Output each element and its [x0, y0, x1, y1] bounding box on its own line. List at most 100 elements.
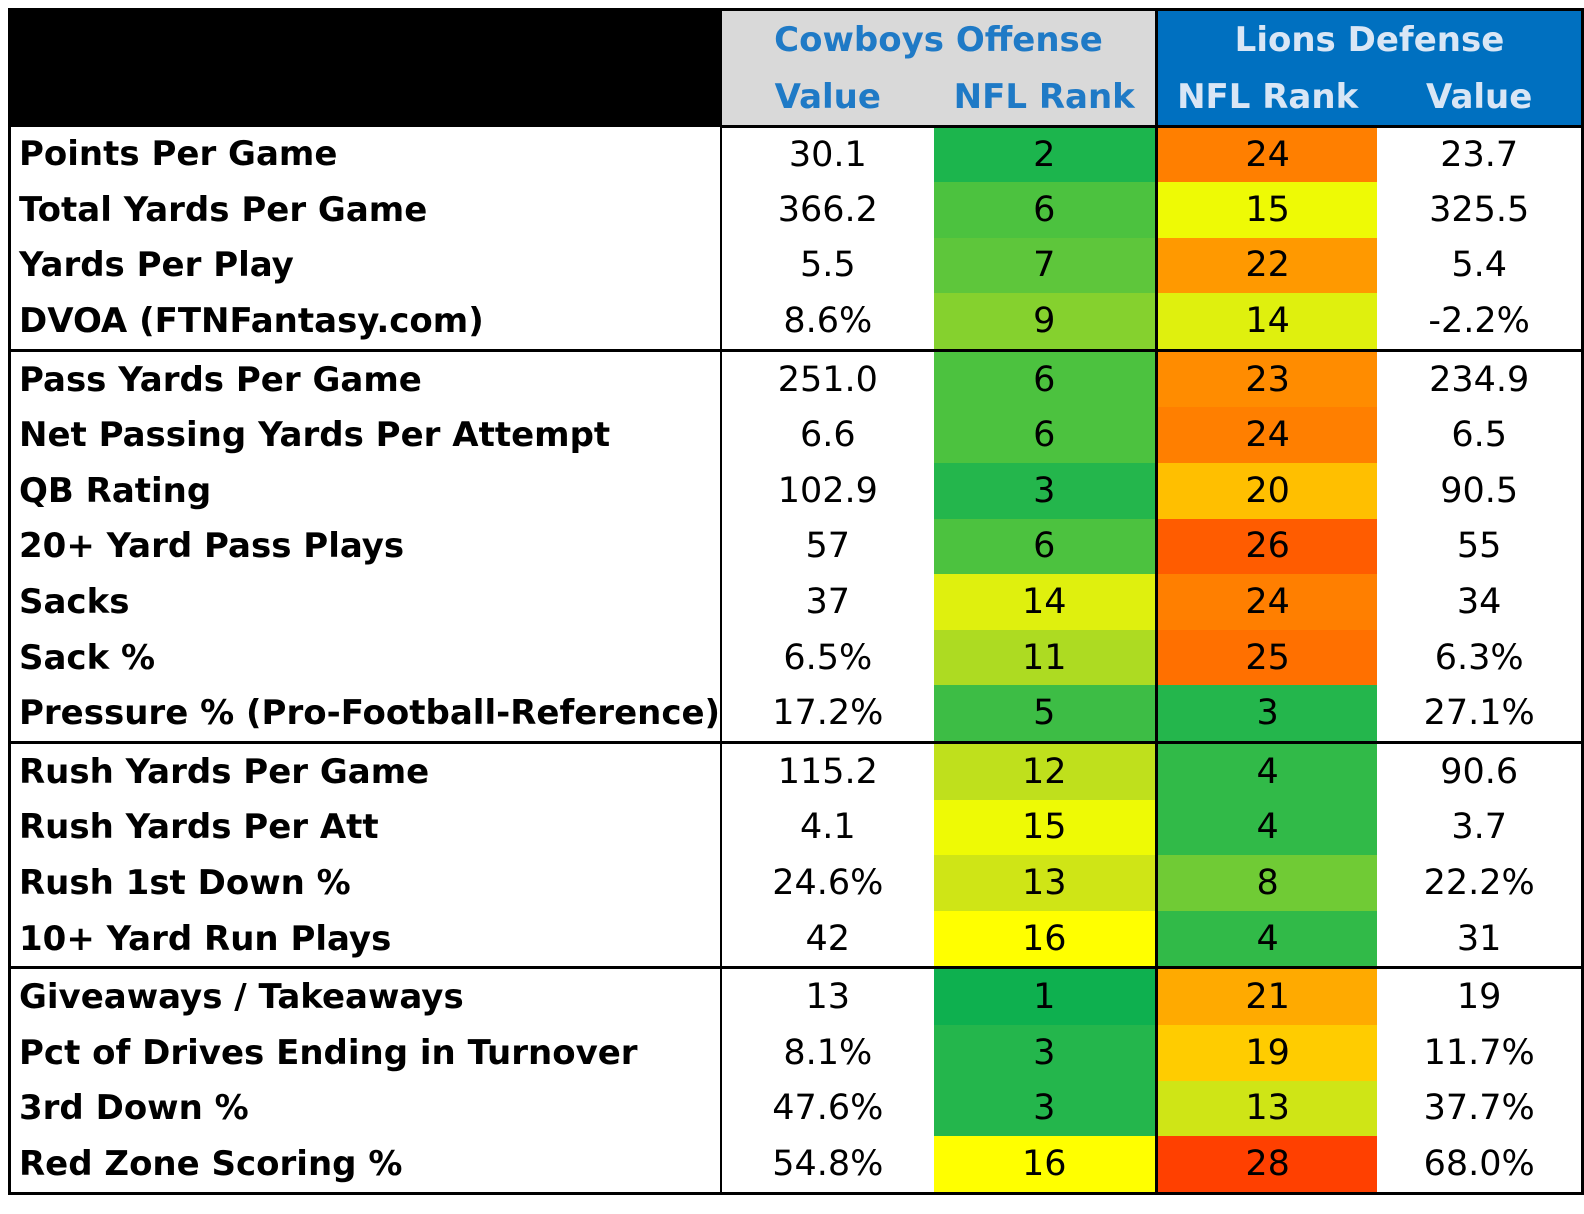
offense-value-cell: 251.0 — [721, 348, 934, 408]
defense-value-cell: 68.0% — [1423, 1143, 1535, 1184]
offense-value-header: Value — [721, 68, 934, 128]
table-row: 20+ Yard Pass Plays 57 6 26 55 — [9, 518, 1583, 575]
offense-rank-cell: 3 — [933, 463, 1157, 519]
offense-group-header: Cowboys Offense — [721, 9, 1157, 68]
defense-value-cell: 325.5 — [1429, 189, 1530, 230]
defense-rank-cell: 4 — [1154, 910, 1378, 968]
offense-rank-cell: 3 — [933, 1080, 1157, 1137]
table-row: 10+ Yard Run Plays 42 16 4 31 — [9, 910, 1583, 968]
table-row: Red Zone Scoring % 54.8% 16 28 68.0% — [9, 1136, 1583, 1194]
metric-label: Yards Per Play — [9, 237, 723, 294]
offense-rank-cell: 15 — [933, 799, 1157, 856]
defense-value-cell: 55 — [1456, 526, 1502, 567]
metric-label: Rush Yards Per Att — [9, 799, 723, 856]
metric-label: 3rd Down % — [9, 1080, 723, 1137]
defense-rank-cell: 14 — [1154, 293, 1378, 351]
table-row: Pressure % (Pro-Football-Reference) 17.2%… — [9, 685, 1583, 743]
defense-rank-cell: 8 — [1154, 855, 1378, 911]
defense-value-header: Value — [1377, 68, 1583, 128]
offense-value-cell: 47.6% — [772, 1088, 884, 1129]
offense-value-cell: 13 — [721, 966, 934, 1025]
offense-rank-cell: 2 — [933, 126, 1157, 183]
offense-rank-cell: 13 — [933, 855, 1157, 911]
table-row: Sack % 6.5% 11 25 6.3% — [9, 629, 1583, 686]
defense-value-cell: 5.4 — [1451, 245, 1507, 286]
offense-value-cell: 30.1 — [788, 135, 867, 176]
table-row: Sacks 37 14 24 34 — [9, 574, 1583, 630]
offense-value-cell: 8.1% — [783, 1032, 873, 1073]
offense-rank-cell: 1 — [933, 966, 1157, 1025]
defense-rank-cell: 15 — [1154, 182, 1378, 238]
metric-label: Red Zone Scoring % — [9, 1136, 723, 1194]
offense-value-cell: 17.2% — [772, 693, 884, 734]
defense-value-cell: 27.1% — [1423, 693, 1535, 734]
offense-value-cell: 6.6 — [799, 415, 856, 456]
defense-value-cell: 31 — [1456, 918, 1502, 959]
offense-value-cell: 54.8% — [772, 1143, 884, 1184]
table-row: Rush Yards Per Att 4.1 15 4 3.7 — [9, 799, 1583, 856]
defense-rank-cell: 4 — [1154, 741, 1378, 800]
metric-label: Net Passing Yards Per Attempt — [9, 407, 723, 464]
table-row: Rush 1st Down % 24.6% 13 8 22.2% — [9, 855, 1583, 911]
metric-label: Pct of Drives Ending in Turnover — [9, 1025, 723, 1081]
offense-rank-cell: 16 — [933, 910, 1157, 968]
defense-rank-cell: 28 — [1154, 1136, 1378, 1194]
defense-value-cell: 90.6 — [1377, 741, 1583, 800]
table-row: Pass Yards Per Game 251.0 6 23 234.9 — [9, 348, 1583, 408]
defense-value-cell: 37.7% — [1423, 1088, 1535, 1129]
metric-label: Rush 1st Down % — [9, 855, 723, 911]
metric-label: 10+ Yard Run Plays — [9, 910, 723, 968]
defense-group-header: Lions Defense — [1154, 9, 1583, 68]
table-row: DVOA (FTNFantasy.com) 8.6% 9 14 -2.2% — [9, 293, 1583, 351]
defense-value-cell: 34 — [1456, 582, 1502, 623]
offense-rank-cell: 6 — [933, 348, 1157, 408]
defense-value-cell: 3.7 — [1451, 807, 1507, 848]
matchup-stats-table: Cowboys Offense Lions Defense Value NFL … — [8, 8, 1584, 1195]
table-row: Giveaways / Takeaways 13 1 21 19 — [9, 966, 1583, 1025]
table-row: 3rd Down % 47.6% 3 13 37.7% — [9, 1080, 1583, 1137]
offense-rank-cell: 6 — [933, 518, 1157, 575]
offense-value-cell: 115.2 — [721, 741, 934, 800]
offense-rank-cell: 6 — [933, 182, 1157, 238]
defense-rank-cell: 24 — [1154, 126, 1378, 183]
table-body: Points Per Game 30.1 2 24 23.7 Total Yards Pe… — [9, 126, 1583, 1194]
defense-value-cell: 23.7 — [1440, 135, 1519, 176]
defense-rank-cell: 4 — [1154, 799, 1378, 856]
defense-rank-cell: 19 — [1154, 1025, 1378, 1081]
offense-rank-cell: 7 — [933, 237, 1157, 294]
defense-value-cell: 6.5 — [1451, 415, 1507, 456]
defense-rank-cell: 20 — [1154, 463, 1378, 519]
offense-rank-cell: 11 — [933, 629, 1157, 686]
offense-value-cell: 5.5 — [799, 245, 856, 286]
defense-value-cell: 234.9 — [1377, 348, 1583, 408]
offense-value-cell: 6.5% — [783, 637, 873, 678]
header-blank-cell — [9, 9, 723, 127]
table-row: QB Rating 102.9 3 20 90.5 — [9, 463, 1583, 519]
table-row: Pct of Drives Ending in Turnover 8.1% 3 19 1… — [9, 1025, 1583, 1081]
offense-rank-cell: 5 — [933, 685, 1157, 743]
offense-rank-cell: 16 — [933, 1136, 1157, 1194]
offense-rank-cell: 14 — [933, 574, 1157, 630]
defense-rank-cell: 25 — [1154, 629, 1378, 686]
defense-rank-cell: 23 — [1154, 348, 1378, 408]
offense-rank-cell: 9 — [933, 293, 1157, 351]
defense-value-cell: 11.7% — [1423, 1032, 1535, 1073]
defense-rank-header: NFL Rank — [1154, 68, 1378, 128]
defense-rank-cell: 24 — [1154, 407, 1378, 464]
table-row: Yards Per Play 5.5 7 22 5.4 — [9, 237, 1583, 294]
metric-label: DVOA (FTNFantasy.com) — [9, 293, 723, 351]
defense-rank-cell: 21 — [1154, 966, 1378, 1025]
offense-value-cell: 8.6% — [783, 301, 873, 342]
metric-label: Pass Yards Per Game — [9, 348, 723, 408]
table-row: Points Per Game 30.1 2 24 23.7 — [9, 126, 1583, 183]
table-row: Rush Yards Per Game 115.2 12 4 90.6 — [9, 741, 1583, 800]
offense-value-cell: 4.1 — [799, 807, 856, 848]
offense-value-cell: 102.9 — [777, 470, 878, 511]
offense-value-cell: 24.6% — [772, 863, 884, 904]
defense-rank-cell: 22 — [1154, 237, 1378, 294]
defense-value-cell: 90.5 — [1440, 470, 1519, 511]
offense-rank-cell: 6 — [933, 407, 1157, 464]
offense-rank-cell: 3 — [933, 1025, 1157, 1081]
defense-value-cell: -2.2% — [1428, 301, 1530, 342]
offense-rank-header: NFL Rank — [933, 68, 1157, 128]
